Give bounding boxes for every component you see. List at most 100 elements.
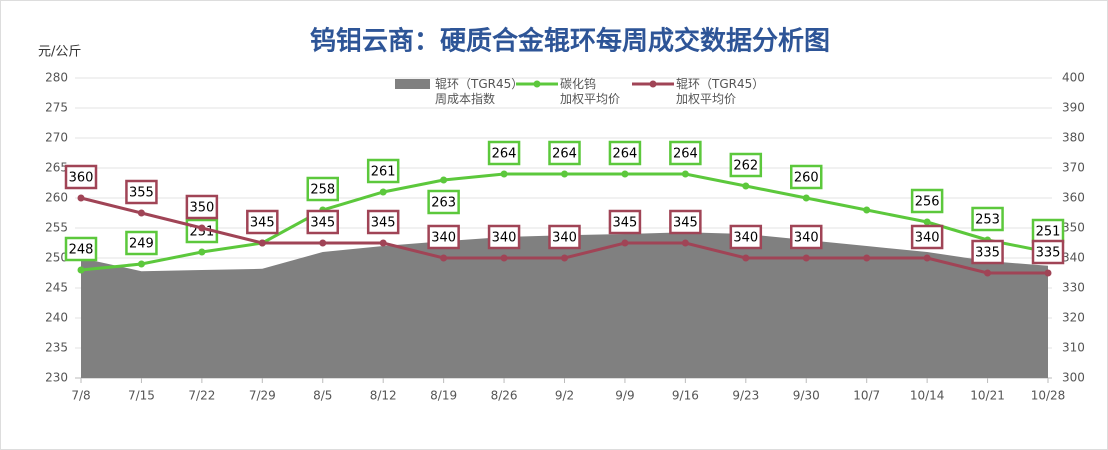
label-box [306, 176, 339, 202]
y-axis-label: 元/公斤 [38, 45, 81, 60]
point [1044, 269, 1052, 277]
point [440, 254, 448, 262]
point [742, 254, 750, 262]
data-label: 345 [613, 216, 638, 231]
label-box [427, 189, 460, 215]
x-tick-label: 7/8 [71, 389, 90, 403]
point [137, 260, 145, 268]
label-box [125, 179, 158, 205]
y2-tick-label: 320 [1062, 311, 1085, 325]
data-label: 249 [129, 237, 154, 252]
y-tick-label: 260 [45, 191, 68, 205]
label-box [306, 209, 339, 235]
data-label: 258 [310, 183, 335, 198]
data-label: 262 [733, 159, 758, 174]
point [802, 194, 810, 202]
x-tick-label: 7/22 [188, 389, 215, 403]
x-tick-label: 10/7 [853, 389, 880, 403]
y2-tick-label: 310 [1062, 341, 1085, 355]
legend-label: 辊环（TGR45） 加权平均价 [676, 77, 765, 106]
point [923, 254, 931, 262]
chart-title: 钨钼云商：硬质合金辊环每周成交数据分析图 [310, 26, 830, 57]
label-box [729, 152, 763, 178]
label-box [910, 188, 944, 214]
data-label: 261 [371, 165, 396, 180]
label-box [64, 164, 98, 190]
point [379, 188, 387, 196]
x-tick-label: 8/26 [491, 389, 518, 403]
label-box [790, 164, 823, 190]
y2-tick-label: 370 [1062, 161, 1085, 175]
data-label: 264 [492, 147, 517, 162]
legend-swatch [395, 79, 430, 89]
point [984, 269, 992, 277]
x-tick-label: 8/19 [430, 389, 457, 403]
point [319, 239, 327, 247]
label-box [971, 239, 1004, 265]
point [500, 170, 508, 178]
point [863, 206, 871, 214]
label-box [487, 224, 521, 250]
point [77, 194, 85, 202]
point [923, 218, 931, 226]
x-tick-label: 7/15 [128, 389, 155, 403]
x-tick-label: 10/14 [910, 389, 945, 403]
y-tick-label: 235 [45, 341, 68, 355]
data-label: 335 [1036, 246, 1061, 261]
y2-tick-label: 380 [1062, 131, 1085, 145]
y-tick-label: 250 [45, 251, 68, 265]
x-tick-label: 10/28 [1031, 389, 1066, 403]
label-box [185, 194, 219, 220]
point [802, 254, 810, 262]
y-tick-label: 255 [45, 221, 68, 235]
data-label: 340 [733, 231, 758, 246]
data-label: 264 [613, 147, 638, 162]
data-label: 345 [673, 216, 698, 231]
y2-tick-label: 340 [1062, 251, 1085, 265]
data-label: 264 [552, 147, 577, 162]
point [742, 182, 750, 190]
x-tick-label: 10/21 [970, 389, 1005, 403]
x-tick-label: 7/29 [249, 389, 276, 403]
y2-tick-label: 350 [1062, 221, 1085, 235]
label-box [125, 230, 158, 256]
data-label: 340 [794, 231, 819, 246]
area [81, 232, 1048, 378]
label-box [487, 140, 521, 166]
y2-tick-label: 390 [1062, 101, 1085, 115]
point [681, 170, 689, 178]
point [198, 248, 206, 256]
point [258, 239, 266, 247]
label-box [366, 209, 400, 235]
point [440, 176, 448, 184]
y-tick-label: 280 [45, 71, 68, 85]
label-box [246, 209, 279, 235]
y2-tick-label: 400 [1062, 71, 1085, 85]
data-label: 345 [310, 216, 335, 231]
legend-swatch [533, 80, 541, 88]
label-box [548, 140, 581, 166]
x-tick-label: 9/23 [732, 389, 759, 403]
y2-tick-label: 330 [1062, 281, 1085, 295]
x-tick-label: 9/2 [555, 389, 574, 403]
data-label: 251 [1036, 225, 1061, 240]
data-label: 335 [975, 246, 1000, 261]
point [621, 170, 629, 178]
data-label: 355 [129, 186, 154, 201]
label-box [790, 224, 823, 250]
legend-label: 辊环（TGR45） 周成本指数 [435, 77, 524, 106]
label-box [64, 236, 98, 262]
y-tick-label: 275 [45, 101, 68, 115]
y-tick-label: 230 [45, 371, 68, 385]
x-tick-label: 8/12 [370, 389, 397, 403]
label-box [669, 140, 702, 166]
data-label: 340 [431, 231, 456, 246]
data-label: 253 [975, 213, 1000, 228]
data-label: 340 [915, 231, 940, 246]
point [198, 224, 206, 232]
data-label: 263 [431, 196, 456, 211]
data-label: 248 [69, 243, 94, 258]
y2-tick-label: 360 [1062, 191, 1085, 205]
legend-swatch [649, 80, 657, 88]
label-box [548, 224, 581, 250]
